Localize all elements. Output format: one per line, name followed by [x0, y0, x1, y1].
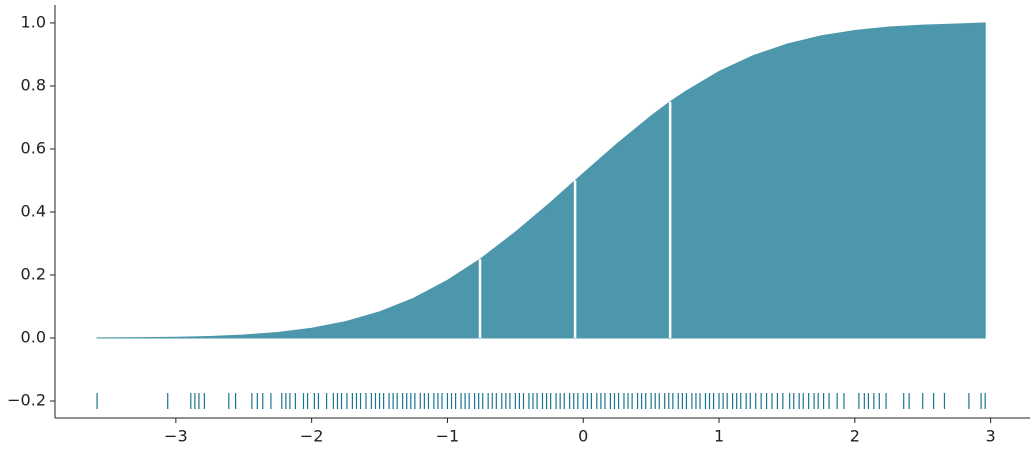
y-tick-label: 1.0: [21, 12, 46, 31]
y-tick-label: 0.2: [21, 264, 46, 283]
x-tick-label: 3: [986, 427, 996, 446]
x-tick-label: −3: [164, 427, 188, 446]
x-tick-label: −1: [436, 427, 460, 446]
x-tick-label: −2: [300, 427, 324, 446]
y-tick-label: 0.0: [21, 327, 46, 346]
x-tick-label: 2: [850, 427, 860, 446]
y-tick-label: 0.4: [21, 201, 46, 220]
y-tick-label: 0.8: [21, 75, 46, 94]
y-tick-label: −0.2: [7, 390, 46, 409]
x-tick-label: 0: [578, 427, 588, 446]
y-tick-label: 0.6: [21, 138, 46, 157]
ecdf-area: [96, 22, 986, 339]
x-tick-label: 1: [714, 427, 724, 446]
